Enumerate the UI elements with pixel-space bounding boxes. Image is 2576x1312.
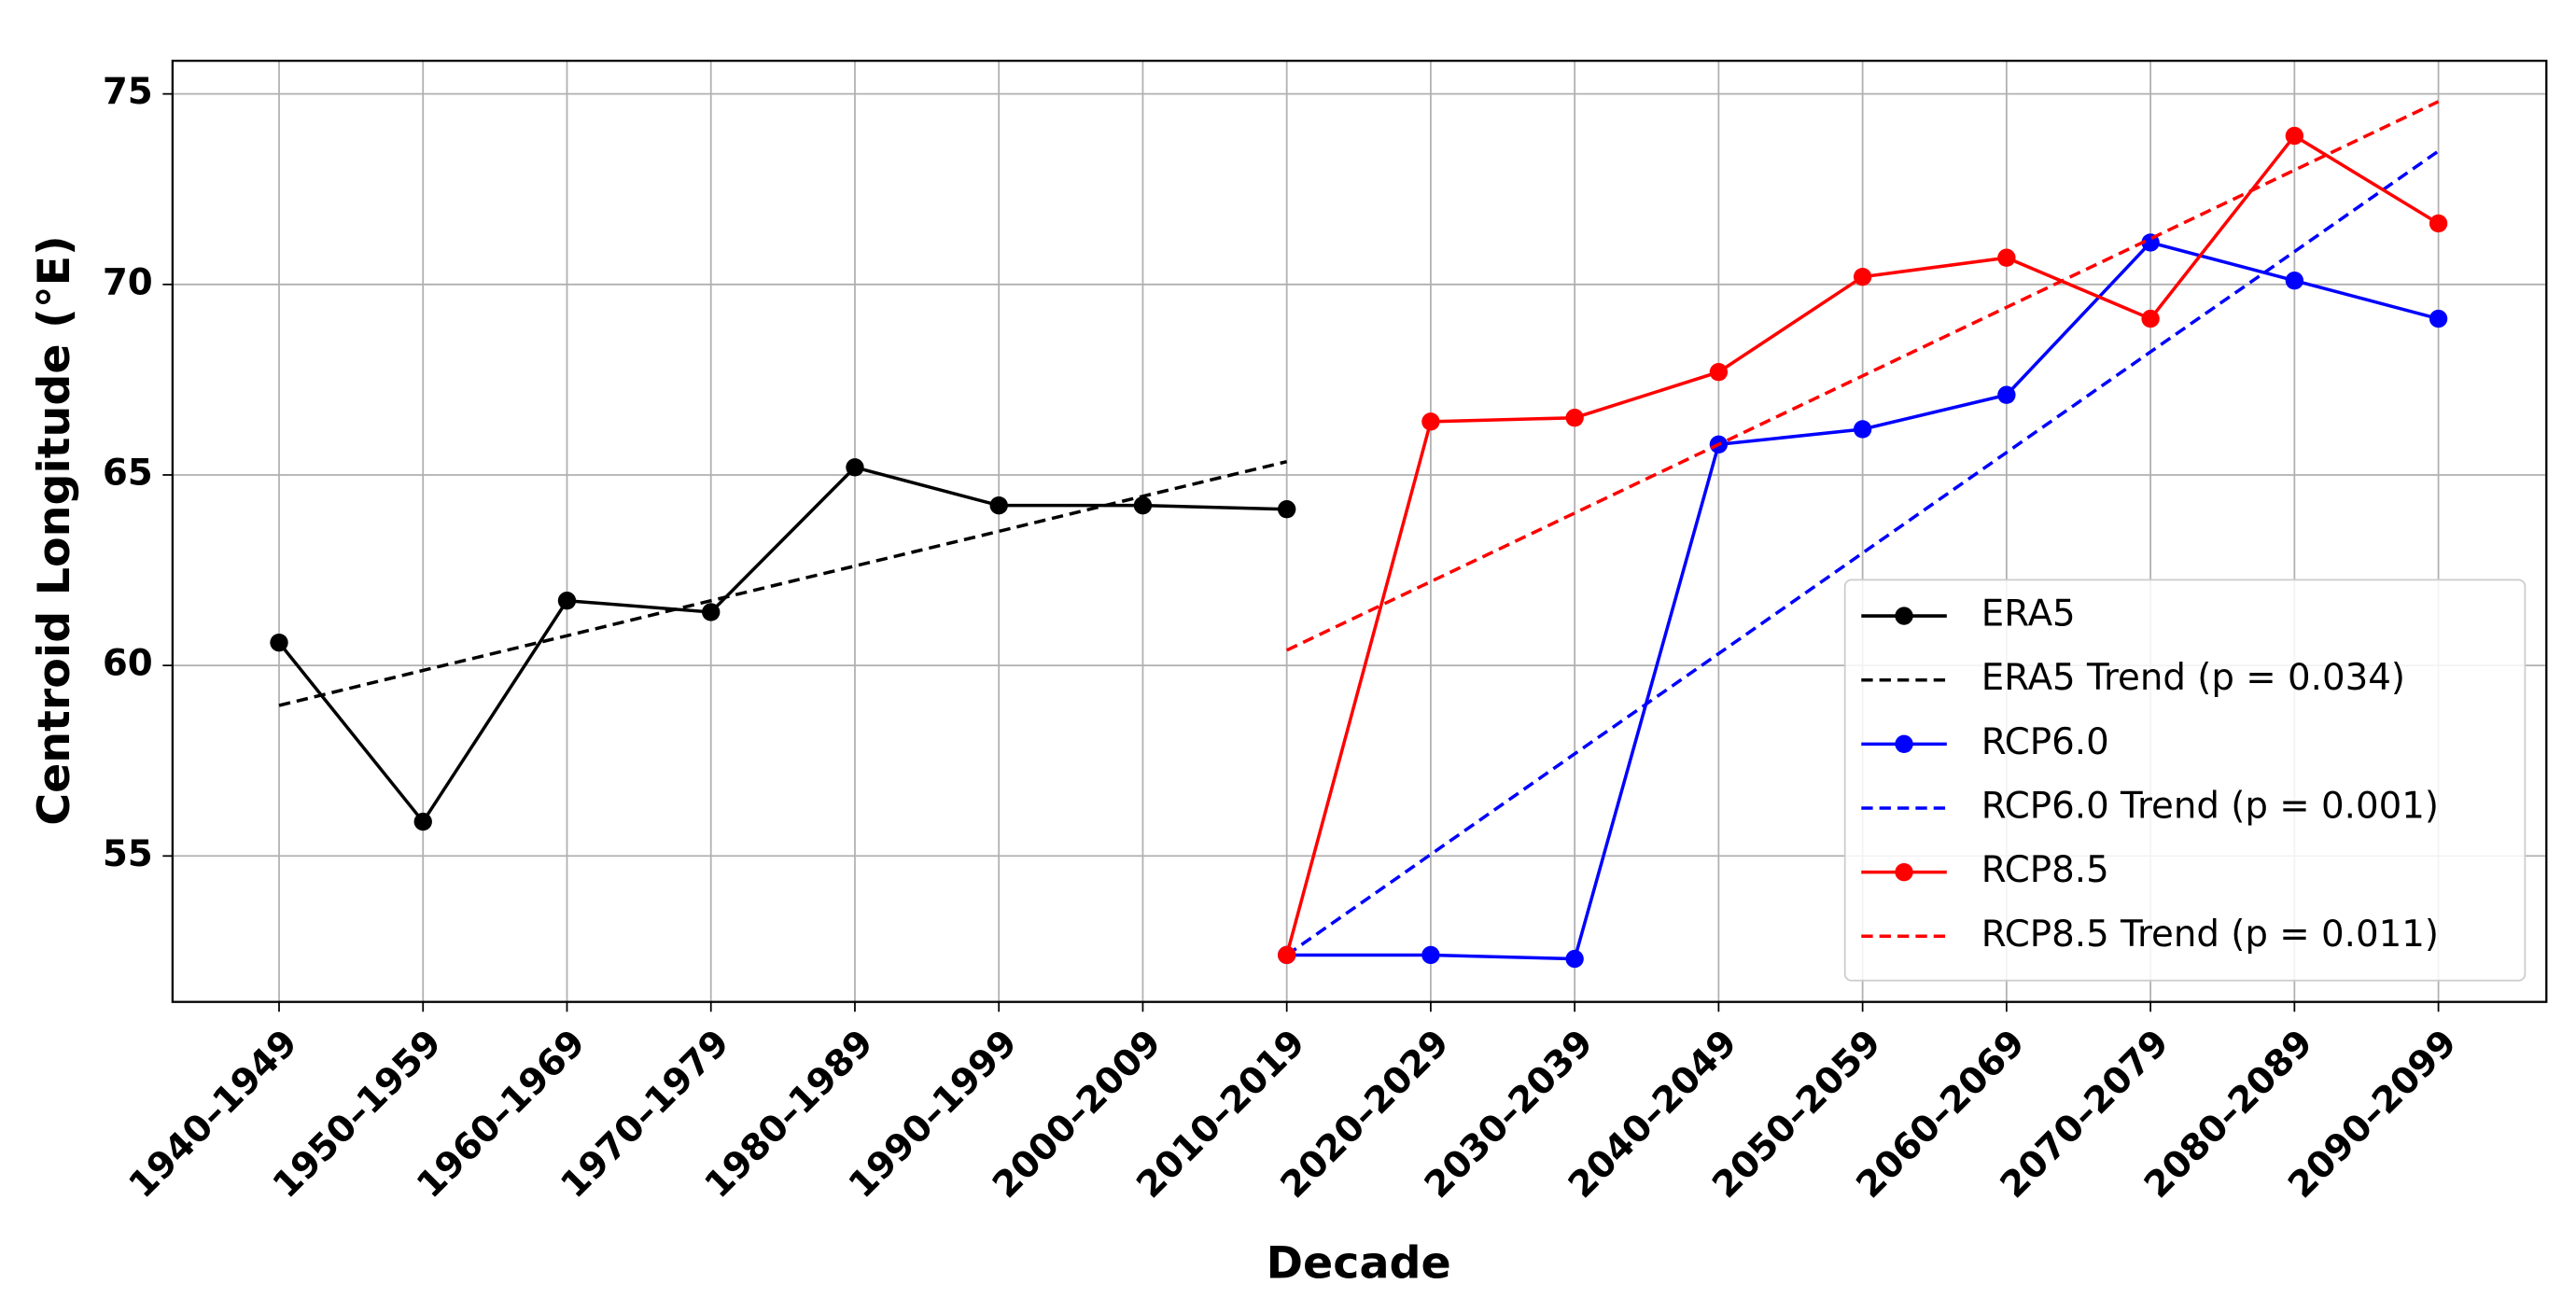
data-point bbox=[702, 603, 721, 621]
data-point bbox=[2285, 126, 2304, 146]
data-point bbox=[1997, 248, 2016, 267]
legend-label: RCP6.0 Trend (p = 0.001) bbox=[1981, 785, 2439, 827]
y-tick-label: 55 bbox=[103, 833, 153, 875]
series-line bbox=[1285, 100, 2440, 652]
y-axis-label: Centroid Longitude (°E) bbox=[29, 235, 80, 826]
y-tick-label: 75 bbox=[103, 71, 153, 113]
data-point bbox=[413, 812, 432, 831]
data-point bbox=[2141, 309, 2160, 328]
legend-marker bbox=[1895, 734, 1913, 754]
series-line bbox=[278, 459, 1288, 707]
legend-label: RCP8.5 Trend (p = 0.011) bbox=[1981, 914, 2439, 956]
data-point bbox=[557, 592, 577, 610]
x-axis-label: Decade bbox=[1267, 1237, 1451, 1289]
legend-box bbox=[1843, 579, 2527, 982]
data-point bbox=[1997, 385, 2016, 404]
legend-label: RCP6.0 bbox=[1981, 721, 2109, 763]
series-line bbox=[277, 465, 1287, 825]
legend-marker bbox=[1895, 862, 1913, 882]
data-point bbox=[2285, 272, 2304, 290]
data-point bbox=[1565, 949, 1584, 969]
data-point bbox=[1277, 945, 1296, 965]
data-point bbox=[1709, 363, 1729, 382]
data-point bbox=[270, 633, 288, 652]
data-point bbox=[1277, 500, 1296, 519]
data-point bbox=[846, 458, 864, 477]
legend-label: ERA5 Trend (p = 0.034) bbox=[1981, 657, 2405, 699]
data-point bbox=[2429, 309, 2448, 328]
y-tick-label: 70 bbox=[103, 261, 153, 303]
data-point bbox=[989, 495, 1008, 515]
data-point bbox=[1853, 267, 1872, 286]
legend-label: RCP8.5 bbox=[1981, 849, 2109, 891]
plot-frame bbox=[171, 59, 2548, 1003]
data-point bbox=[1133, 495, 1153, 515]
data-point bbox=[1421, 412, 1440, 431]
legend-label: ERA5 bbox=[1981, 593, 2076, 635]
legend-marker bbox=[1895, 607, 1913, 625]
data-point bbox=[1853, 420, 1872, 439]
data-point bbox=[1565, 409, 1584, 427]
y-tick-label: 65 bbox=[103, 452, 153, 494]
data-point bbox=[2429, 214, 2448, 233]
data-point bbox=[1421, 945, 1440, 965]
y-tick-label: 60 bbox=[103, 643, 153, 685]
